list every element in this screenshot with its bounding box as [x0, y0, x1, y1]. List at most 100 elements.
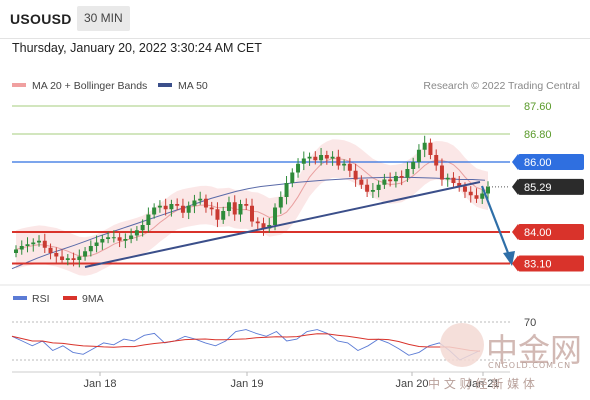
candle — [19, 246, 24, 250]
candle — [77, 256, 82, 260]
candle — [111, 237, 116, 239]
watermark-domain: CNGOLD.COM.CN — [488, 361, 572, 370]
candle — [48, 247, 53, 253]
candle — [221, 211, 226, 220]
candle — [146, 214, 151, 225]
target-level-label: 87.60 — [524, 101, 552, 113]
legend-ma20-bollinger: MA 20 + Bollinger Bands — [12, 80, 147, 92]
candle — [434, 155, 439, 166]
candle — [134, 230, 139, 236]
candle — [457, 183, 462, 187]
legend-swatch — [158, 83, 172, 88]
legend-label: MA 20 + Bollinger Bands — [32, 80, 148, 92]
last-price-tag-bg — [518, 178, 584, 195]
candle — [382, 179, 387, 185]
candle — [94, 242, 99, 246]
timestamp: Thursday, January 20, 2022 3:30:24 AM CE… — [12, 41, 262, 55]
candle — [42, 240, 47, 248]
candle — [388, 179, 393, 182]
candle — [157, 205, 162, 208]
candle — [250, 205, 254, 222]
rsi-ma9-line — [11, 333, 481, 352]
candle — [480, 193, 485, 199]
candle — [163, 205, 168, 210]
symbol-label: USOUSD — [10, 11, 72, 27]
ma9-legend-label: 9MA — [82, 293, 104, 305]
candle — [209, 207, 214, 210]
rsi-level-label: 70 — [524, 317, 536, 329]
support-tag-84: 84.00 — [524, 227, 552, 239]
candle — [411, 162, 416, 169]
candle — [140, 225, 145, 231]
legend-ma50: MA 50 — [158, 80, 208, 92]
candle — [54, 253, 59, 257]
last-price-tag-pointer — [512, 178, 518, 195]
candle — [474, 195, 479, 199]
legend-swatch — [12, 83, 26, 88]
candle — [301, 158, 306, 164]
top-bar: USOUSD 30 MIN — [0, 0, 590, 39]
candle — [169, 204, 174, 210]
support-tag-83-pointer — [512, 255, 518, 272]
candle — [405, 169, 410, 178]
support-tag-84-bg — [518, 224, 584, 240]
candle — [186, 205, 191, 213]
candle — [25, 244, 30, 246]
candle — [244, 204, 249, 206]
candle — [180, 205, 185, 213]
candle — [370, 190, 375, 192]
candle — [290, 172, 295, 183]
support-tag-84-pointer — [512, 224, 518, 240]
x-axis-label: Jan 18 — [83, 378, 116, 390]
candle — [175, 204, 180, 206]
candle — [336, 156, 341, 166]
candle — [393, 176, 398, 182]
candle — [313, 156, 318, 161]
candle — [296, 163, 301, 173]
candle — [106, 237, 111, 239]
candle — [278, 197, 283, 208]
forecast-arrow-shaft — [480, 185, 512, 259]
candle — [215, 209, 220, 220]
legend-label: MA 50 — [178, 80, 208, 92]
candle — [152, 207, 157, 215]
candle — [284, 183, 289, 197]
candle — [198, 198, 203, 201]
candle — [428, 142, 433, 155]
target-level-label: 86.80 — [524, 129, 552, 141]
pivot-tag: 86.00 — [524, 157, 552, 169]
rsi-legend-label: RSI — [32, 293, 50, 305]
candle — [88, 246, 93, 252]
candle — [255, 221, 260, 224]
last-price-tag: 85.29 — [524, 182, 552, 194]
candle — [451, 177, 456, 183]
candle — [65, 258, 70, 260]
candle — [324, 155, 329, 159]
watermark-slogan: 中 文 财 经 新 媒 体 — [428, 377, 535, 391]
candle — [486, 186, 490, 194]
candle — [203, 198, 208, 208]
candle — [14, 249, 18, 253]
candle — [468, 191, 473, 196]
candle — [31, 242, 36, 245]
forecast-arrow-head — [503, 251, 515, 266]
candle — [319, 155, 324, 161]
candle — [273, 207, 278, 225]
x-axis-label: Jan 21 — [466, 378, 499, 390]
x-axis-label: Jan 20 — [395, 378, 428, 390]
candle — [37, 240, 42, 243]
candle — [359, 179, 364, 185]
candle — [123, 239, 128, 241]
timeframe-button[interactable]: 30 MIN — [77, 6, 130, 31]
candle — [422, 142, 427, 150]
rsi-legend-swatch — [13, 296, 27, 300]
candle — [117, 237, 122, 241]
pivot-tag-pointer — [512, 154, 518, 170]
trend-line — [84, 181, 481, 268]
candle — [376, 184, 381, 190]
candle — [416, 149, 421, 162]
candle — [365, 184, 370, 192]
candle — [226, 202, 231, 211]
candle — [307, 156, 312, 159]
